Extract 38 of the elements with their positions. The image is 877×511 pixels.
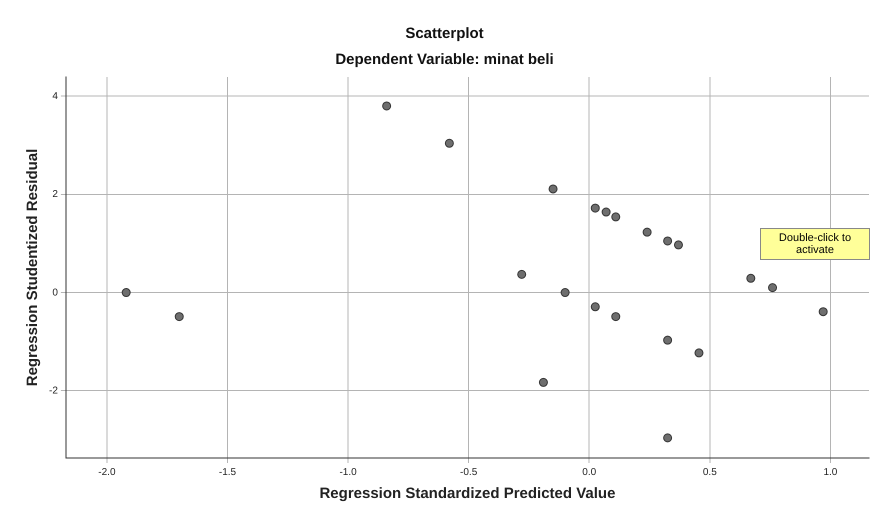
point	[444, 138, 454, 148]
point	[663, 433, 672, 442]
x-tick-label: -0.5	[460, 466, 478, 478]
x-tick-label: 1.0	[823, 466, 838, 478]
x-axis-title: Regression Standardized Predicted Value	[319, 485, 616, 502]
chart-subtitle: Dependent Variable: minat beli	[335, 51, 554, 68]
point	[663, 236, 672, 246]
point	[674, 240, 683, 250]
point	[746, 274, 756, 283]
y-axis-title: Regression Studentized Residual	[24, 148, 42, 386]
point	[768, 283, 778, 292]
chart-title: Scatterplot	[405, 25, 484, 42]
point	[517, 270, 526, 279]
point	[538, 378, 548, 387]
point	[174, 312, 184, 322]
point	[122, 288, 131, 298]
x-tick-label: -1.5	[218, 466, 237, 478]
point	[642, 228, 652, 237]
point	[611, 312, 620, 322]
point	[602, 208, 611, 217]
point	[590, 302, 600, 312]
point	[590, 204, 600, 213]
tooltip-box: Double-click to activate	[760, 228, 870, 260]
y-tick-label: -2	[48, 385, 58, 396]
x-tick-label: -2.0	[98, 466, 116, 478]
point	[611, 212, 620, 222]
x-tick-label: -1.0	[339, 466, 358, 478]
x-tick-label: 0.0	[582, 466, 597, 478]
y-tick-label: 4	[52, 90, 58, 102]
point	[694, 348, 704, 358]
point	[560, 288, 570, 298]
point	[382, 101, 392, 110]
x-tick-label: 0.5	[702, 466, 718, 478]
y-tick-label: 2	[52, 189, 58, 200]
point	[548, 184, 558, 194]
point	[663, 336, 672, 345]
y-tick-label: 0	[52, 287, 58, 298]
point	[818, 307, 828, 316]
